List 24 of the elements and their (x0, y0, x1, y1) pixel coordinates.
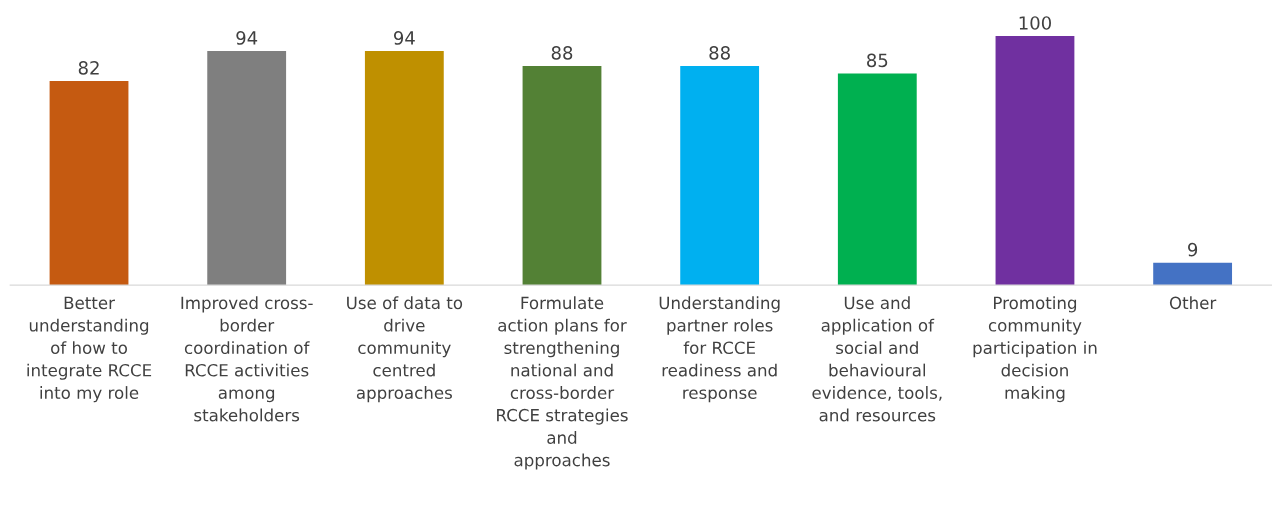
data-label: 94 (393, 31, 415, 45)
x-tick-label: Better understanding of how to integrate RCCE into my role (27, 296, 152, 403)
bar (364, 51, 444, 286)
x-tick-label: Promoting community participation in decision making (973, 296, 1097, 403)
bar (995, 36, 1075, 286)
bar (680, 65, 760, 286)
data-label: 85 (867, 53, 888, 68)
data-label: 9 (1188, 242, 1198, 257)
x-tick-label: Understanding partner roles for RCCE readiness and response (659, 296, 780, 403)
data-label: 94 (236, 31, 258, 45)
x-tick-label: Other (1169, 296, 1217, 310)
data-label: 88 (551, 46, 573, 60)
data-label: 82 (78, 60, 99, 75)
x-tick-label: Use and application of social and behavioural evidence, tools, and resources (812, 296, 942, 422)
x-tick-label: Improved cross- border coordination of RCCE activities among stakeholders (181, 296, 313, 422)
bar (522, 65, 602, 286)
bar (49, 80, 129, 286)
x-tick-label: Use of data to drive community centred approaches (347, 296, 463, 403)
data-label: 88 (709, 46, 730, 60)
data-label: 100 (1019, 16, 1051, 30)
bar (207, 51, 287, 286)
bar (837, 73, 917, 286)
bar (1153, 262, 1233, 286)
x-tick-label: Formulate action plans for strengthening national and cross-border RCCE strategies and approaches (497, 296, 628, 470)
